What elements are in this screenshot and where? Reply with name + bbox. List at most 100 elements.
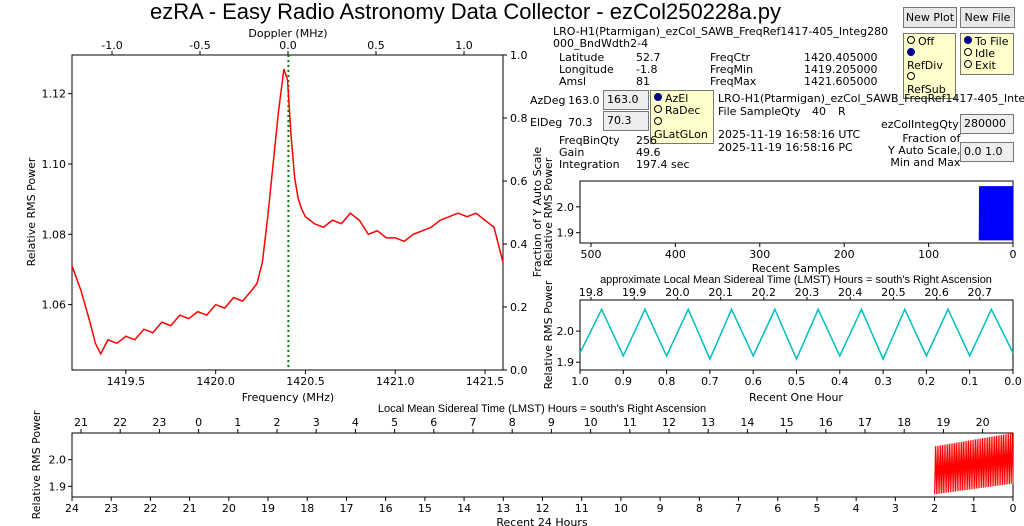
radio-dot-icon bbox=[907, 72, 915, 80]
file-line: LRO-H1(Ptarmigan)_ezCol_SAWB_FreqRef1417… bbox=[718, 92, 1024, 105]
radio-idle[interactable]: Idle bbox=[964, 48, 1010, 60]
y-tick-label: 2.0 bbox=[49, 454, 67, 467]
sample-qty-label: File SampleQty bbox=[718, 105, 801, 118]
hour-axis-label: Recent One Hour bbox=[749, 391, 843, 404]
ref-mode-radio-group: Off RefDiv RefSub bbox=[903, 33, 956, 99]
lmst-tick-label: 10 bbox=[584, 416, 598, 429]
lmst-tick-label: 20.3 bbox=[795, 286, 820, 299]
x-tick-label: 0.3 bbox=[874, 375, 892, 388]
y-tick-label: 2.0 bbox=[557, 325, 575, 338]
x-tick-label: 0.4 bbox=[831, 375, 849, 388]
lmst-tick-label: 20.0 bbox=[665, 286, 690, 299]
x-tick-label: 0 bbox=[1010, 502, 1017, 515]
y-tick-label: 1.10 bbox=[42, 158, 67, 171]
sample-qty-flag: R bbox=[838, 105, 846, 118]
x-tick-label: 14 bbox=[457, 502, 471, 515]
x-tick-label: 18 bbox=[300, 502, 314, 515]
lmst-tick-label: 13 bbox=[701, 416, 715, 429]
radio-label: RefDiv bbox=[907, 59, 943, 72]
lmst-tick-label: 18 bbox=[897, 416, 911, 429]
fraction-tick-label: 0.6 bbox=[510, 175, 528, 188]
radio-glatglon[interactable]: GLatGLon bbox=[654, 117, 710, 141]
az-input[interactable]: 163.0 bbox=[603, 90, 649, 110]
lmst-tick-label: 6 bbox=[430, 416, 437, 429]
gain-value: 49.6 bbox=[636, 146, 661, 159]
radio-refdiv[interactable]: RefDiv bbox=[907, 48, 952, 72]
lmst-tick-label: 20.5 bbox=[881, 286, 906, 299]
freqctr-label: FreqCtr bbox=[710, 51, 751, 64]
x-tick-label: 10 bbox=[614, 502, 628, 515]
day-y-label: Relative RMS Power bbox=[30, 410, 43, 519]
x-tick-label: 5 bbox=[813, 502, 820, 515]
x-tick-label: 17 bbox=[339, 502, 353, 515]
x-tick-label: 16 bbox=[379, 502, 393, 515]
radio-label: To File bbox=[975, 35, 1009, 48]
radio-dot-icon bbox=[907, 36, 915, 44]
latitude-value: 52.7 bbox=[636, 51, 661, 64]
day-axis-label: Recent 24 Hours bbox=[496, 516, 588, 526]
lmst-tick-label: 5 bbox=[391, 416, 398, 429]
x-tick-label: 0.8 bbox=[658, 375, 676, 388]
window-title: ezRA - Easy Radio Astronomy Data Collect… bbox=[150, 0, 781, 24]
site-info: Latitude Longitude Amsl bbox=[559, 52, 614, 88]
x-tick-label: 200 bbox=[834, 248, 855, 261]
x-tick-label: 1419.5 bbox=[107, 375, 146, 388]
x-tick-label: 1421.5 bbox=[466, 375, 505, 388]
new-file-button[interactable]: New File bbox=[960, 7, 1015, 28]
x-tick-label: 24 bbox=[65, 502, 79, 515]
x-tick-label: 1 bbox=[970, 502, 977, 515]
lmst-tick-label: 8 bbox=[509, 416, 516, 429]
amsl-label: Amsl bbox=[559, 75, 587, 88]
amsl-value: 81 bbox=[636, 75, 650, 88]
y-tick-label: 1.9 bbox=[557, 356, 575, 369]
radio-off[interactable]: Off bbox=[907, 36, 952, 48]
radio-radec[interactable]: RaDec bbox=[654, 105, 710, 117]
freqmax-label: FreqMax bbox=[710, 75, 757, 88]
x-tick-label: 7 bbox=[735, 502, 742, 515]
yscale-input[interactable]: 0.0 1.0 bbox=[960, 142, 1014, 162]
x-tick-label: 500 bbox=[580, 248, 601, 261]
fraction-tick-label: 0.8 bbox=[510, 112, 528, 125]
x-tick-label: 1.0 bbox=[571, 375, 589, 388]
day-title: Local Mean Sidereal Time (LMST) Hours = … bbox=[378, 403, 706, 415]
lmst-tick-label: 20.7 bbox=[968, 286, 993, 299]
az-label: AzDeg bbox=[530, 94, 566, 107]
radio-to-file[interactable]: To File bbox=[964, 36, 1010, 48]
radio-exit[interactable]: Exit bbox=[964, 60, 1010, 72]
lmst-tick-label: 23 bbox=[152, 416, 166, 429]
recent-samples-axes-frame bbox=[579, 180, 1014, 244]
file-mode-radio-group: To File Idle Exit bbox=[960, 33, 1014, 75]
recent-samples-series bbox=[978, 186, 1014, 241]
spectrum-y-label: Relative RMS Power bbox=[25, 157, 38, 266]
doppler-tick-label: 0.5 bbox=[367, 39, 385, 52]
longitude-label: Longitude bbox=[559, 63, 614, 76]
integ-qty-input[interactable]: 280000 bbox=[960, 114, 1014, 134]
freqmin-value: 1419.205000 bbox=[804, 63, 878, 76]
longitude-value: -1.8 bbox=[636, 63, 658, 76]
radio-dot-icon bbox=[964, 36, 972, 44]
radio-label: RaDec bbox=[665, 104, 701, 117]
x-tick-label: 0.1 bbox=[961, 375, 979, 388]
radio-dot-icon bbox=[654, 117, 662, 125]
x-tick-label: 100 bbox=[918, 248, 939, 261]
coord-mode-radio-group: AzEl RaDec GLatGLon bbox=[650, 90, 714, 144]
radio-dot-icon bbox=[654, 105, 662, 113]
lmst-tick-label: 19 bbox=[936, 416, 950, 429]
radio-label: AzEl bbox=[665, 92, 689, 105]
radio-label: GLatGLon bbox=[654, 128, 708, 141]
el-input[interactable]: 70.3 bbox=[603, 111, 649, 131]
x-tick-label: 1421.0 bbox=[376, 375, 415, 388]
y-tick-label: 2.0 bbox=[557, 201, 575, 214]
yscale-label-3: Min and Max bbox=[890, 156, 961, 169]
integration-label: Integration bbox=[559, 158, 620, 171]
fraction-axis-label: Fraction of Y Auto Scale bbox=[531, 147, 544, 278]
x-tick-label: 13 bbox=[496, 502, 510, 515]
radio-refsub[interactable]: RefSub bbox=[907, 72, 952, 96]
radio-azel[interactable]: AzEl bbox=[654, 93, 710, 105]
integration-value: 197.4 sec bbox=[636, 158, 690, 171]
fraction-tick-label: 1.0 bbox=[510, 49, 528, 62]
lmst-tick-label: 20.6 bbox=[924, 286, 949, 299]
x-tick-label: 12 bbox=[536, 502, 550, 515]
el-label: ElDeg bbox=[530, 116, 563, 129]
new-plot-button[interactable]: New Plot bbox=[903, 7, 957, 28]
